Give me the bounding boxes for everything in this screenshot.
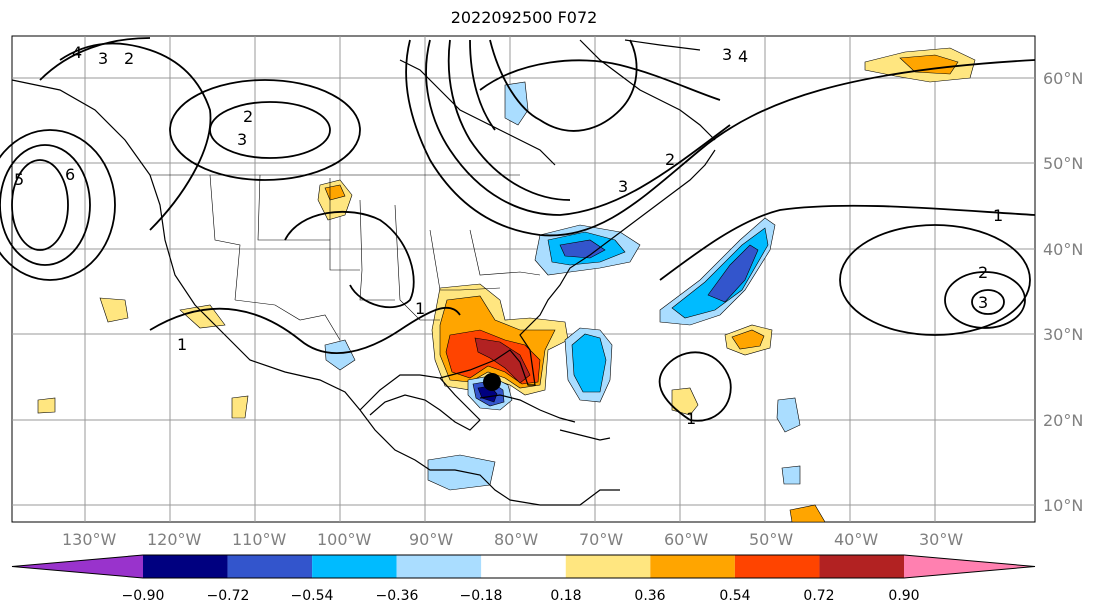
contour-label: 3	[237, 130, 247, 149]
contour-lines	[0, 37, 1036, 422]
contour-label: 2	[978, 263, 988, 282]
contour-label: 1	[993, 206, 1003, 225]
graticule	[12, 36, 1035, 522]
lon-label: 110°W	[232, 530, 287, 549]
colorbar-tick-label: 0.54	[719, 588, 750, 604]
contour-label: 2	[665, 150, 675, 169]
contour-label: 4	[738, 47, 748, 66]
colorbar-tick-label: 0.90	[888, 588, 919, 604]
colorbar-tick-label: 0.72	[803, 588, 834, 604]
storm-center-marker	[483, 373, 501, 391]
lon-label: 80°W	[494, 530, 538, 549]
colorbar-ticks: −0.90 −0.72 −0.54 −0.36 −0.18 0.18 0.36 …	[122, 588, 920, 604]
lon-label: 100°W	[317, 530, 372, 549]
colorbar-tick-label: 0.36	[634, 588, 665, 604]
colorbar-swatch	[312, 555, 397, 578]
contour-label: 2	[124, 49, 134, 68]
colorbar-tick-label: −0.72	[207, 588, 250, 604]
contour-label-group: 4 3 2 2 3 6 5 1 1 1 2 3 3 4 1 2 3	[14, 43, 1003, 428]
lon-label: 130°W	[62, 530, 117, 549]
contour-label: 6	[65, 165, 75, 184]
contour-label: 3	[722, 45, 732, 64]
contour-label: 3	[978, 293, 988, 312]
contour-label: 2	[243, 107, 253, 126]
lon-label: 40°W	[834, 530, 878, 549]
colorbar-tick-label: −0.90	[122, 588, 165, 604]
contour-label: 1	[177, 335, 187, 354]
contour-label: 3	[618, 177, 628, 196]
colorbar-swatch	[565, 555, 651, 578]
lat-label: 50°N	[1043, 154, 1083, 173]
contour-label: 1	[415, 299, 425, 318]
colorbar-swatch	[227, 555, 313, 578]
longitude-labels: 130°W 120°W 110°W 100°W 90°W 80°W 70°W 6…	[62, 530, 963, 549]
colorbar-swatch	[143, 555, 228, 578]
lon-label: 70°W	[579, 530, 623, 549]
colorbar-tick-label: 0.18	[550, 588, 581, 604]
lon-label: 90°W	[409, 530, 453, 549]
colorbar-extend-high	[904, 555, 1035, 578]
political-borders	[150, 174, 541, 341]
colorbar-swatch	[396, 555, 482, 578]
colorbar-tick-label: −0.36	[376, 588, 419, 604]
colorbar-tick-label: −0.54	[291, 588, 334, 604]
contour-label: 3	[98, 49, 108, 68]
map-frame	[11, 35, 1036, 523]
lat-label: 40°N	[1043, 240, 1083, 259]
contour-label: 4	[72, 43, 82, 62]
latitude-labels: 60°N 50°N 40°N 30°N 20°N 10°N	[1043, 69, 1083, 515]
colorbar-swatch	[650, 555, 735, 578]
contour-label: 1	[686, 409, 696, 428]
map-title: 2022092500 F072	[450, 8, 598, 27]
lat-label: 60°N	[1043, 69, 1083, 88]
colorbar-outline	[11, 554, 1036, 579]
lon-label: 30°W	[919, 530, 963, 549]
lon-label: 120°W	[147, 530, 202, 549]
colorbar	[11, 554, 1036, 579]
colorbar-swatch	[734, 555, 820, 578]
contour-label: 5	[14, 170, 24, 189]
lon-label: 50°W	[749, 530, 793, 549]
colorbar-extend-low	[12, 555, 143, 578]
colorbar-tick-label: −0.18	[460, 588, 503, 604]
colorbar-swatch	[819, 555, 904, 578]
colorbar-swatch	[481, 555, 566, 578]
lat-label: 30°N	[1043, 325, 1083, 344]
lat-label: 20°N	[1043, 411, 1083, 430]
lon-label: 60°W	[664, 530, 708, 549]
lat-label: 10°N	[1043, 496, 1083, 515]
